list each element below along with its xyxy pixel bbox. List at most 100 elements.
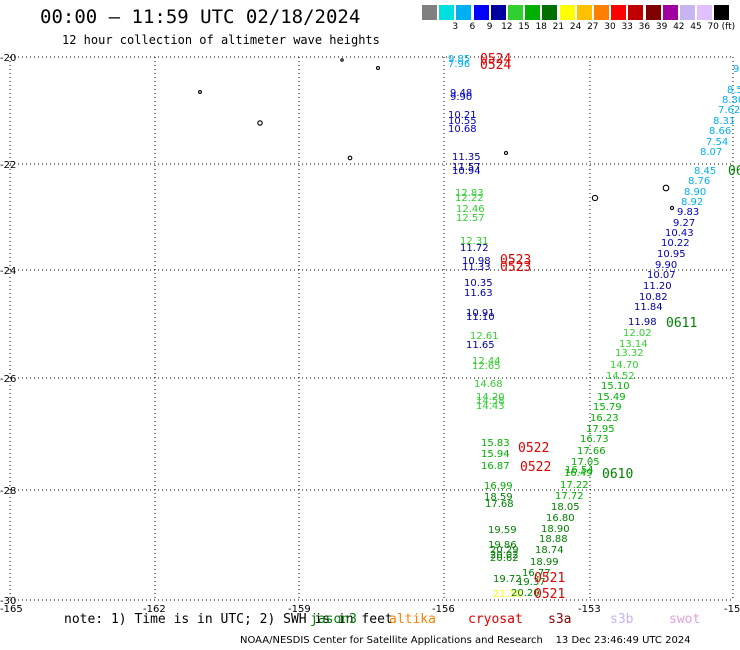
pass-id-label: 0524 bbox=[480, 52, 511, 67]
swh-label: 19.37 bbox=[517, 577, 546, 588]
swh-label: 16.87 bbox=[481, 461, 510, 472]
legend-tick-label: 9 bbox=[486, 22, 493, 32]
lat-label: -28 bbox=[0, 486, 16, 497]
swh-label: 12.46 bbox=[456, 204, 485, 215]
swh-label: 18.74 bbox=[535, 545, 564, 556]
swh-label: 14.70 bbox=[610, 360, 639, 371]
swh-label: 10.95 bbox=[657, 249, 686, 260]
swh-label: 12.57 bbox=[456, 213, 485, 224]
island bbox=[503, 150, 509, 156]
swh-label: 14.43 bbox=[476, 401, 505, 412]
island bbox=[375, 65, 381, 71]
swh-label: 7.96 bbox=[448, 59, 470, 70]
swh-label: 18.90 bbox=[541, 524, 570, 535]
swh-label: 13.14 bbox=[619, 339, 648, 350]
legend-tick-label: 42 bbox=[673, 22, 685, 32]
swh-label: 8.07 bbox=[700, 147, 722, 158]
swh-label: 20.62 bbox=[490, 553, 519, 564]
pass-id-label: 0522 bbox=[518, 441, 549, 456]
swh-label: 11.33 bbox=[462, 262, 491, 273]
swh-label: 12.02 bbox=[623, 328, 652, 339]
satellite-legend-altika: altika bbox=[389, 612, 436, 627]
swh-label: 16.77 bbox=[522, 568, 551, 579]
swh-label: 11.57 bbox=[452, 162, 481, 173]
legend-tick-label: 70 bbox=[707, 22, 719, 32]
island bbox=[669, 205, 675, 211]
swh-label: 9.27 bbox=[673, 218, 695, 229]
swh-label: 11.35 bbox=[452, 152, 481, 163]
island bbox=[591, 194, 599, 202]
swh-label: 11.72 bbox=[460, 243, 489, 254]
swh-label: 17.72 bbox=[555, 491, 584, 502]
swh-label: 18.59 bbox=[484, 492, 513, 503]
island bbox=[340, 58, 344, 62]
swh-label: 10.91 bbox=[466, 308, 495, 319]
swh-label: 13.32 bbox=[615, 348, 644, 359]
swh-label: 19.59 bbox=[488, 525, 517, 536]
swh-label: 18.99 bbox=[530, 557, 559, 568]
islands bbox=[198, 58, 675, 211]
swh-label: 10.68 bbox=[448, 124, 477, 135]
satellite-legend-cryosat: cryosat bbox=[468, 612, 523, 627]
swh-label: 17.68 bbox=[485, 499, 514, 510]
swh-label: 12.22 bbox=[455, 193, 484, 204]
swh-label: 11.98 bbox=[628, 317, 657, 328]
legend-tick-label: 12 bbox=[501, 22, 513, 32]
satellite-legend-swot: swot bbox=[669, 612, 701, 627]
swh-label: 14.58 bbox=[476, 396, 505, 407]
swh-label: 10.98 bbox=[462, 256, 491, 267]
swh-label: 9.81 bbox=[733, 64, 740, 75]
swh-label: 9.85 bbox=[448, 54, 470, 65]
swh-label: 17.95 bbox=[586, 424, 615, 435]
legend-unit: (ft) bbox=[721, 22, 736, 32]
swh-label: 14.68 bbox=[474, 379, 503, 390]
page-subtitle: 12 hour collection of altimeter wave hei… bbox=[62, 33, 380, 47]
swh-label: 16.23 bbox=[590, 413, 619, 424]
lat-label: -20 bbox=[0, 53, 16, 64]
swh-label: 8.76 bbox=[688, 176, 710, 187]
legend-swatch bbox=[473, 5, 490, 20]
lon-label: -156 bbox=[432, 604, 455, 615]
graticule bbox=[9, 56, 734, 601]
swh-label: 7.54 bbox=[706, 137, 728, 148]
satellite-legend-s3a: s3a bbox=[548, 612, 572, 627]
lat-label: -24 bbox=[0, 266, 16, 277]
legend-tick-label: 15 bbox=[518, 22, 530, 32]
swh-label: 20.29 bbox=[490, 545, 519, 556]
legend-tick-label: 30 bbox=[604, 22, 616, 32]
swh-label: 12.61 bbox=[470, 331, 499, 342]
swh-label: 9.90 bbox=[450, 92, 472, 103]
credit-line: NOAA/NESDIS Center for Satellite Applica… bbox=[240, 635, 691, 646]
swh-label: 18.05 bbox=[551, 502, 580, 513]
pass-id-label: 0523 bbox=[500, 260, 531, 275]
legend-tick-label: 36 bbox=[638, 22, 651, 32]
legend-tick-label: 21 bbox=[552, 22, 565, 32]
swh-label: 11.20 bbox=[643, 281, 672, 292]
swh-label: 16.49 bbox=[564, 468, 593, 479]
swh-label: 15.10 bbox=[601, 381, 630, 392]
lat-label: -22 bbox=[0, 160, 16, 171]
swh-label: 16.54 bbox=[565, 465, 594, 476]
swh-label: 12.65 bbox=[472, 361, 501, 372]
legend-swatch bbox=[611, 5, 628, 20]
observation-labels: 9.857.969.489.9010.2110.5510.6811.3511.5… bbox=[448, 54, 740, 600]
swh-label: 14.20 bbox=[476, 392, 505, 403]
swh-label: 16.73 bbox=[580, 434, 609, 445]
swh-label: 15.83 bbox=[481, 438, 510, 449]
swh-label: 14.52 bbox=[606, 371, 635, 382]
legend-swatch bbox=[525, 5, 542, 20]
swh-label: 17.22 bbox=[560, 480, 589, 491]
island bbox=[198, 90, 202, 94]
legend-tick-label: 33 bbox=[621, 22, 633, 32]
legend-swatch bbox=[422, 5, 438, 20]
island bbox=[347, 155, 353, 161]
pass-id-label: 06 bbox=[728, 164, 740, 179]
lon-label: -159 bbox=[288, 604, 311, 615]
legend-swatch bbox=[714, 5, 731, 20]
swh-label: 11.63 bbox=[464, 288, 493, 299]
swh-label: 8.30 bbox=[722, 95, 740, 106]
lon-label: -153 bbox=[578, 604, 601, 615]
swh-label: 21.10 bbox=[493, 589, 522, 600]
swh-label: 12.31 bbox=[460, 236, 489, 247]
swh-label: 15.94 bbox=[481, 449, 510, 460]
